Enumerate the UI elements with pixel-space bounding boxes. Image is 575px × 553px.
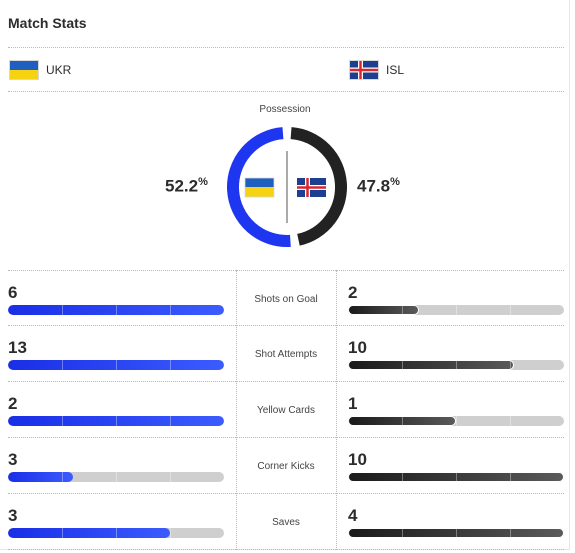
ukraine-flag-icon (9, 60, 39, 80)
home-team-code: UKR (46, 63, 72, 77)
home-possession-arc (227, 127, 291, 247)
stat-row: 6 Shots on Goal 2 (8, 270, 564, 326)
divider (8, 91, 564, 92)
card-title: Match Stats (8, 15, 87, 31)
home-team: UKR (9, 60, 71, 80)
home-stat-bar (8, 416, 224, 426)
away-stat-value: 4 (348, 506, 358, 525)
possession-donut-chart (227, 127, 347, 247)
away-stat-bar (348, 360, 564, 370)
stat-label: Yellow Cards (257, 405, 315, 416)
away-possession: 47.8% (357, 176, 400, 196)
home-stat-bar (8, 305, 224, 315)
away-stat-bar (348, 528, 564, 538)
column-separator (236, 270, 237, 550)
away-stat-bar (348, 416, 564, 426)
home-stat-value: 6 (8, 283, 18, 302)
column-separator (336, 270, 337, 550)
home-stat-value: 3 (8, 506, 18, 525)
home-possession: 52.2% (165, 176, 208, 196)
away-stat-value: 10 (348, 450, 367, 469)
away-stat-value: 2 (348, 283, 358, 302)
away-team-code: ISL (386, 63, 405, 77)
stat-row: 2 Yellow Cards 1 (8, 382, 564, 438)
stat-row: 13 Shot Attempts 10 (8, 326, 564, 382)
stat-row: 3 Saves 4 (8, 494, 564, 550)
stat-label: Saves (272, 517, 300, 528)
divider (8, 47, 564, 48)
away-stat-bar (348, 305, 564, 315)
home-stat-value: 3 (8, 450, 18, 469)
away-possession-arc (290, 127, 347, 246)
away-stat-bar (348, 472, 564, 482)
ukraine-flag-icon (244, 177, 275, 198)
iceland-flag-icon (349, 60, 379, 80)
stat-label: Shots on Goal (254, 294, 318, 305)
home-stat-value: 13 (8, 338, 27, 357)
possession-label: Possession (259, 104, 311, 115)
stat-row: 3 Corner Kicks 10 (8, 438, 564, 494)
home-stat-bar (8, 360, 224, 370)
stat-label: Shot Attempts (254, 349, 318, 360)
home-stat-bar (8, 528, 224, 538)
home-stat-bar (8, 472, 224, 482)
stat-label: Corner Kicks (257, 461, 315, 472)
iceland-flag-icon (297, 178, 326, 197)
away-stat-value: 1 (348, 394, 358, 413)
stats-table: 6 Shots on Goal 2 13 Shot Attempts 10 2 … (8, 270, 564, 550)
away-team: ISL (349, 60, 404, 80)
home-stat-value: 2 (8, 394, 18, 413)
away-stat-value: 10 (348, 338, 367, 357)
